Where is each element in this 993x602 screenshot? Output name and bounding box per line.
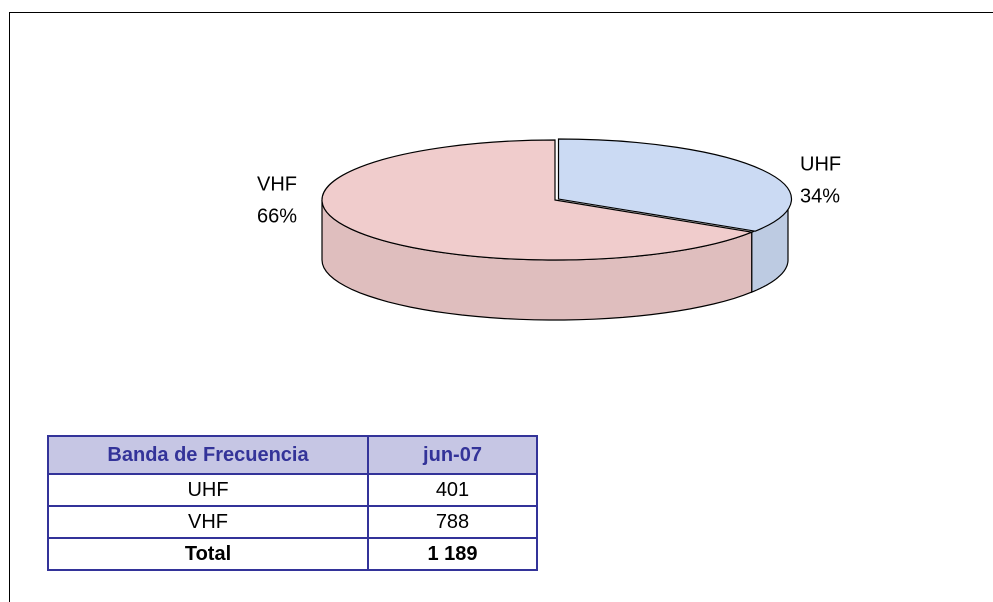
header-cell: Banda de Frecuencia <box>47 435 369 475</box>
cell: 401 <box>367 473 538 507</box>
cell: VHF <box>47 505 369 539</box>
pie-slice <box>321 139 754 261</box>
pie-slice <box>557 138 793 232</box>
data-table: Banda de Frecuencia jun-07 UHF 401 VHF 7… <box>47 435 538 571</box>
cell: 1 189 <box>367 537 538 571</box>
slice-label: UHF <box>800 153 841 175</box>
slice-label: VHF <box>257 173 297 195</box>
table-row: Total 1 189 <box>47 537 538 571</box>
table-header: Banda de Frecuencia jun-07 <box>47 435 538 475</box>
cell: Total <box>47 537 369 571</box>
slice-percent: 66% <box>257 205 297 227</box>
table-row: VHF 788 <box>47 505 538 539</box>
header-cell: jun-07 <box>367 435 538 475</box>
pie-chart: UHF 34% VHF 66% <box>257 138 841 321</box>
cell: 788 <box>367 505 538 539</box>
table-row: UHF 401 <box>47 473 538 507</box>
slice-percent: 34% <box>800 185 840 207</box>
cell: UHF <box>47 473 369 507</box>
chart-frame <box>9 12 993 602</box>
